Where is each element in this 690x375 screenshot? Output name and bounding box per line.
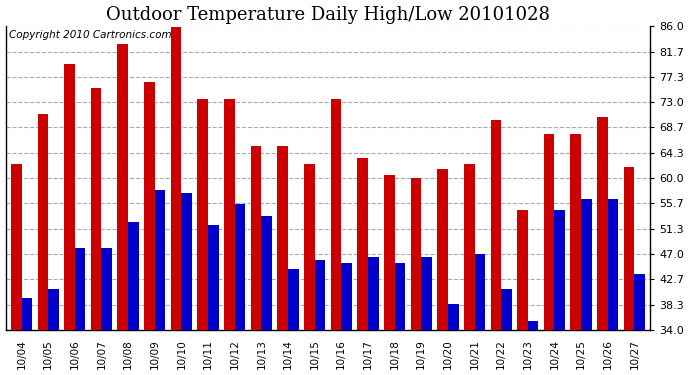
Bar bbox=[48, 289, 59, 375]
Bar bbox=[624, 166, 634, 375]
Bar bbox=[304, 164, 315, 375]
Bar bbox=[155, 190, 166, 375]
Bar bbox=[634, 274, 645, 375]
Bar bbox=[501, 289, 512, 375]
Bar bbox=[475, 254, 485, 375]
Bar bbox=[331, 99, 342, 375]
Bar bbox=[555, 210, 565, 375]
Bar bbox=[464, 164, 475, 375]
Bar bbox=[117, 44, 128, 375]
Bar bbox=[128, 222, 139, 375]
Bar bbox=[368, 257, 379, 375]
Bar bbox=[21, 298, 32, 375]
Bar bbox=[384, 175, 395, 375]
Bar bbox=[544, 134, 555, 375]
Bar bbox=[75, 248, 86, 375]
Bar bbox=[315, 260, 325, 375]
Bar bbox=[357, 158, 368, 375]
Bar bbox=[208, 225, 219, 375]
Bar bbox=[571, 134, 581, 375]
Bar bbox=[11, 164, 21, 375]
Bar bbox=[528, 321, 538, 375]
Bar bbox=[262, 216, 272, 375]
Bar bbox=[250, 146, 262, 375]
Bar bbox=[91, 88, 101, 375]
Bar bbox=[170, 21, 181, 375]
Bar bbox=[235, 204, 246, 375]
Bar bbox=[411, 178, 422, 375]
Bar bbox=[608, 199, 618, 375]
Bar bbox=[288, 268, 299, 375]
Bar bbox=[581, 199, 592, 375]
Bar bbox=[197, 99, 208, 375]
Bar bbox=[37, 114, 48, 375]
Bar bbox=[144, 82, 155, 375]
Bar bbox=[181, 193, 192, 375]
Bar bbox=[395, 263, 405, 375]
Title: Outdoor Temperature Daily High/Low 20101028: Outdoor Temperature Daily High/Low 20101… bbox=[106, 6, 550, 24]
Bar bbox=[342, 263, 352, 375]
Bar bbox=[448, 304, 459, 375]
Bar bbox=[224, 99, 235, 375]
Bar bbox=[422, 257, 432, 375]
Bar bbox=[101, 248, 112, 375]
Bar bbox=[491, 120, 501, 375]
Bar bbox=[518, 210, 528, 375]
Bar bbox=[64, 64, 75, 375]
Bar bbox=[597, 117, 608, 375]
Bar bbox=[277, 146, 288, 375]
Bar bbox=[437, 170, 448, 375]
Text: Copyright 2010 Cartronics.com: Copyright 2010 Cartronics.com bbox=[9, 30, 171, 39]
